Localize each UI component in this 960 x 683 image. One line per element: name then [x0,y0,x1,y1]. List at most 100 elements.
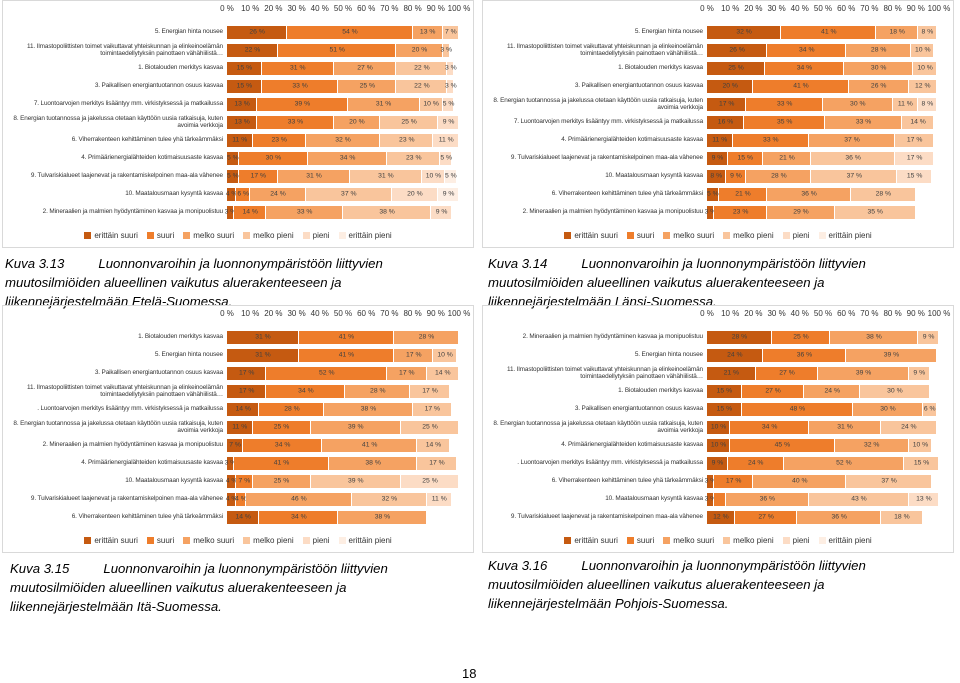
legend-swatch [146,537,154,544]
legend-item: melko pieni [243,536,294,545]
legend-swatch [782,537,790,544]
value-label: 11 % [897,100,913,108]
bar-segment [238,151,309,165]
legend-swatch [183,232,191,239]
legend-swatch [243,537,251,544]
x-tick-label: 70 % [380,309,399,318]
value-label: 38 % [360,405,377,413]
chart: 0 % 10 % 20 % 30 % 40 % 50 % 60 % 70 % 80 % 90 % 1… [482,305,954,553]
value-label: 15 % [716,405,733,413]
legend-swatch [723,537,731,544]
value-label: 28 % [771,172,787,180]
legend: erittäin suuri suuri melko suuri melko pien… [483,536,953,545]
legend-label: suuri [636,536,655,545]
legend-item: melko suuri [183,231,234,240]
bar-segment [892,97,919,111]
legend-swatch [663,232,671,239]
value-label: 3 % [440,46,453,54]
value-label: 28 % [870,46,887,54]
bar-segment [412,25,443,39]
category-label: 10. Maatalousmaan kysyntä kasvaa [605,172,703,180]
legend-label: erittäin pieni [828,231,872,240]
value-label: 17 % [399,369,415,377]
legend-swatch [818,232,826,239]
x-tick-label: 30 % [287,4,306,13]
bar-segment [233,456,330,470]
value-label: 23 % [732,208,749,216]
bar-segment [853,402,923,416]
bar-segment [922,402,937,416]
x-tick-label: 0 % [700,4,714,13]
bar-segment [753,79,849,93]
legend-swatch [564,537,572,544]
legend-label: erittäin suuri [94,536,138,545]
value-label: 4 % [225,477,238,485]
bar-segment [809,492,909,506]
value-label: 27 % [779,369,795,377]
category-label: 9. Tulvariskialueet laajenevat ja rakent… [30,495,223,503]
category-label: 8. Energian tuotannossa ja jakelussa ote… [493,419,703,435]
bar-segment [431,205,453,219]
bar-segment [445,169,457,183]
category-label: 2. Mineraalien ja malmien hyödyntäminen … [42,441,223,449]
x-tick-label: 100 % [927,309,951,318]
value-label: 39 % [855,369,872,377]
bar-segment [713,474,754,488]
category-label: 10. Maatalousmaan kysyntä kasvaa [125,190,223,198]
bar-segment [227,438,244,452]
caption: Kuva 3.16 Luonnonvaroihin ja luonnonympär… [488,556,943,613]
legend-swatch [626,232,634,239]
x-tick-label: 10 % [721,309,740,318]
bar-segment [261,79,339,93]
bar-segment [781,25,877,39]
legend-label: pieni [312,231,330,240]
x-tick-label: 30 % [767,309,786,318]
value-label: 18 % [894,513,910,521]
legend-swatch [818,537,826,544]
legend-item: erittäin pieni [338,231,392,240]
legend-item: erittäin suuri [564,231,618,240]
bar-segment [257,115,334,129]
value-label: 9 % [913,369,926,377]
bar-segment [433,348,457,362]
value-label: 23 % [271,136,287,144]
bar-segment [227,133,253,147]
value-label: 14 % [910,118,926,126]
bar-segment [918,330,939,344]
value-label: 26 % [729,46,745,54]
x-tick-label: 70 % [380,4,399,13]
legend-label: melko suuri [673,536,715,545]
bar-segment [261,61,334,75]
bar-segment [442,43,450,57]
value-label: 24 % [727,351,743,359]
x-tick-label: 30 % [767,4,786,13]
value-label: 17 % [424,405,441,413]
value-label: 30 % [887,387,903,395]
value-label: 9 % [442,190,455,198]
value-label: 22 % [414,64,430,72]
bar-segment [245,492,353,506]
value-label: 36 % [796,351,813,359]
bar-segment [310,420,401,434]
bar-segment [908,79,937,93]
value-label: 35 % [867,208,883,216]
bar-segment [266,205,343,219]
value-label: 32 % [863,441,880,449]
value-label: 9 % [730,172,742,180]
bar-segment [227,384,267,398]
legend-label: erittäin suuri [574,536,618,545]
legend-item: pieni [782,536,810,545]
legend-swatch [564,232,572,239]
legend-label: erittäin suuri [94,231,138,240]
value-label: 14 % [425,441,442,449]
value-label: 45 % [774,441,791,449]
bar-segment [421,169,446,183]
legend-label: melko suuri [193,231,235,240]
category-label: 1. Biotalouden merkitys kasvaa [618,64,703,72]
legend-label: melko pieni [733,231,774,240]
bar-segment [227,474,237,488]
value-label: 18 % [889,28,905,36]
bar-segment [333,61,397,75]
value-label: 3 % [445,82,457,90]
category-label: 5. Energian hinta nousee [154,351,223,359]
